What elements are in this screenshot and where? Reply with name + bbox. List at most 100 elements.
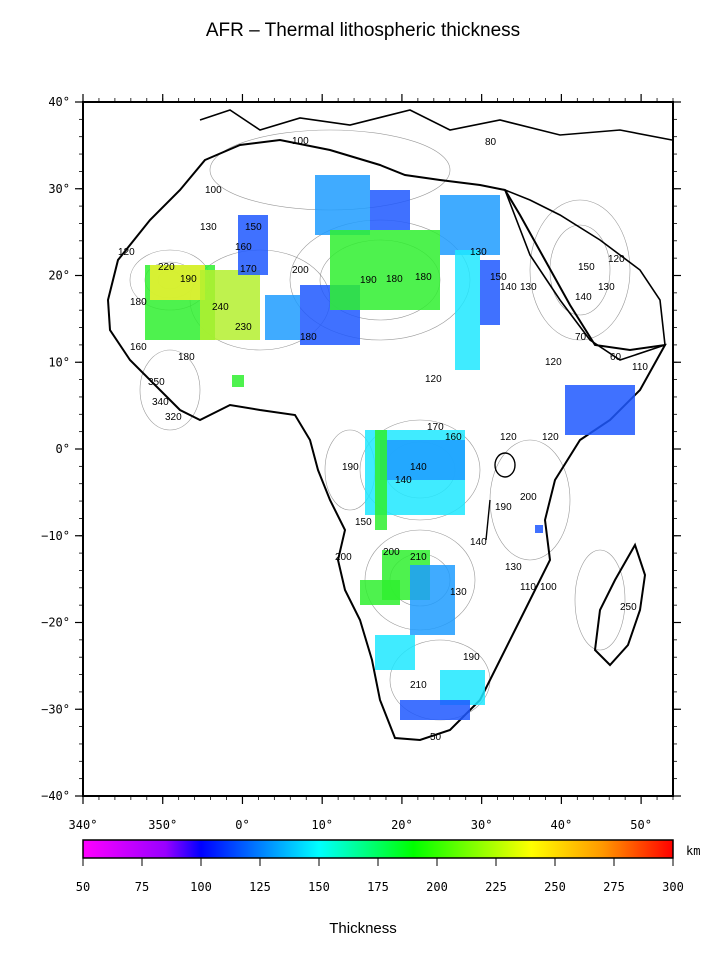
contour-label: 200 <box>520 492 537 503</box>
patch-zimbabwe-blue <box>410 565 455 635</box>
lat-tick-label: 10° <box>48 355 70 369</box>
lat-tick-label: −20° <box>41 616 70 630</box>
contour-label: 180 <box>130 297 147 308</box>
contour-label: 180 <box>415 272 432 283</box>
contour-label: 190 <box>180 274 197 285</box>
colorbar-tick-label: 150 <box>308 880 330 894</box>
colorbar-tick-label: 175 <box>367 880 389 894</box>
contour-label: 120 <box>118 247 135 258</box>
arabia-coastline <box>503 188 666 361</box>
lon-tick-label: 0° <box>235 818 249 832</box>
lon-tick-label: 10° <box>311 818 333 832</box>
patch-libya-blue <box>315 175 370 235</box>
patch-somalia-blue <box>565 385 635 435</box>
patch-namibia-green <box>360 580 400 605</box>
contour-label: 180 <box>386 274 403 285</box>
colorbar-tick-label: 275 <box>603 880 625 894</box>
contour-label: 140 <box>395 475 412 486</box>
contour-label: 170 <box>427 422 444 433</box>
contour-label: 220 <box>158 262 175 273</box>
contour-label: 340 <box>152 397 169 408</box>
lon-tick-label: 30° <box>471 818 493 832</box>
lat-tick-label: 20° <box>48 269 70 283</box>
contour-label: 180 <box>300 332 317 343</box>
contour-label: 190 <box>360 275 377 286</box>
contour-label: 130 <box>505 562 522 573</box>
colorbar-tick-label: 125 <box>249 880 271 894</box>
lat-tick-label: −10° <box>41 529 70 543</box>
contour-label: 120 <box>608 254 625 265</box>
contour-label: 50 <box>430 732 442 743</box>
patch-egypt-west-blue <box>370 190 410 230</box>
contour-label: 100 <box>540 582 557 593</box>
colorbar-tick-label: 300 <box>662 880 684 894</box>
contour-label: 170 <box>240 264 257 275</box>
colorbar-tick-label: 100 <box>190 880 212 894</box>
lon-tick-label: 40° <box>551 818 573 832</box>
contour-label: 210 <box>410 552 427 563</box>
patch-ghana-green <box>232 375 244 387</box>
lake-victoria <box>494 452 516 478</box>
contour-label: 180 <box>178 352 195 363</box>
contour-label: 200 <box>292 265 309 276</box>
contour-label: 140 <box>470 537 487 548</box>
patch-niger-cyan <box>265 295 300 340</box>
chart-title: AFR – Thermal lithospheric thickness <box>205 20 521 41</box>
contour-label: 130 <box>200 222 217 233</box>
patch-cape-blue <box>400 700 470 720</box>
patch-atlas-blue <box>238 215 268 275</box>
contour-label: 150 <box>355 517 372 528</box>
contour-labels: 100 100 80 130 120 150 160 170 190 220 1… <box>118 136 648 743</box>
patch-nubian-blue <box>480 260 500 325</box>
madagascar-coastline <box>593 542 647 667</box>
patch-nw-yellow <box>150 265 205 300</box>
contour-label: 60 <box>610 352 622 363</box>
patch-nw-east <box>200 270 260 340</box>
lake-tanganyika <box>485 499 491 541</box>
lon-tick-label: 350° <box>148 818 177 832</box>
lon-tick-label: 340° <box>69 818 98 832</box>
lat-tick-label: −40° <box>41 789 70 803</box>
contour-label: 110 <box>520 582 536 593</box>
contour-label: 350 <box>148 377 165 388</box>
colorbar-tick-label: 50 <box>76 880 90 894</box>
lon-tick-label: 50° <box>630 818 652 832</box>
contour-label: 120 <box>500 432 517 443</box>
lat-tick-label: 30° <box>48 182 70 196</box>
contour-label: 80 <box>485 137 497 148</box>
contour-label: 140 <box>575 292 592 303</box>
contour-label: 100 <box>292 136 309 147</box>
patch-small-blue <box>535 525 543 533</box>
contour-label: 130 <box>470 247 487 258</box>
colorbar-tick-label: 225 <box>485 880 507 894</box>
contour-label: 210 <box>410 680 427 691</box>
colorbar <box>82 839 674 859</box>
colorbar-tick-label: 75 <box>135 880 149 894</box>
patch-botswana-cyan <box>375 635 415 670</box>
patch-kaapvaal-cyan <box>440 670 485 705</box>
map-content: 100 100 80 130 120 150 160 170 190 220 1… <box>106 109 673 743</box>
contour-label: 120 <box>425 374 442 385</box>
colorbar-tick-label: 250 <box>544 880 566 894</box>
colorbar-tick-label: 200 <box>426 880 448 894</box>
contour-label: 160 <box>130 342 147 353</box>
colorbar-unit: km <box>686 844 700 858</box>
patch-egypt-blue <box>440 195 500 255</box>
contour-label: 140 <box>500 282 517 293</box>
contour-label: 240 <box>212 302 229 313</box>
europe-coastline <box>199 109 673 141</box>
map-axes: 340° 350° 0° 10° 20° 30° 40° 50° 40° 30° 20° 10° 0° −… <box>41 94 681 832</box>
contour-label: 320 <box>165 412 182 423</box>
thickness-anomalies <box>145 175 635 720</box>
patch-congo-blue <box>380 440 465 480</box>
contour-label: 150 <box>578 262 595 273</box>
contour-label: 190 <box>495 502 512 513</box>
contour-label: 150 <box>245 222 262 233</box>
contour-label: 120 <box>545 357 562 368</box>
contour-label: 120 <box>542 432 559 443</box>
contour-label: 200 <box>383 547 400 558</box>
lat-tick-label: 0° <box>56 442 70 456</box>
contour-label: 160 <box>235 242 252 253</box>
colorbar-ticks: 50 75 100 125 150 175 200 225 250 275 300 <box>76 858 684 894</box>
